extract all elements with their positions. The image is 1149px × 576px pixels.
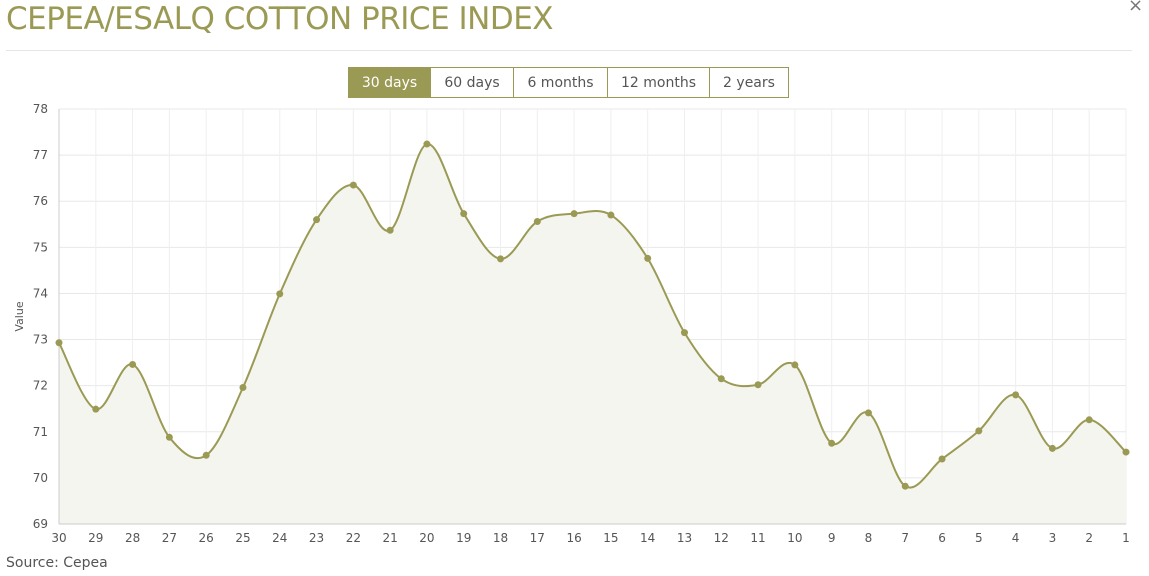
data-point xyxy=(129,360,137,368)
x-tick-label: 10 xyxy=(787,531,802,545)
tab-30-days[interactable]: 30 days xyxy=(349,68,430,97)
x-tick-label: 21 xyxy=(382,531,397,545)
data-point xyxy=(386,226,394,234)
data-point xyxy=(202,451,210,459)
tab-6-months[interactable]: 6 months xyxy=(513,68,607,97)
y-tick-label: 71 xyxy=(33,425,48,439)
x-tick-label: 2 xyxy=(1085,531,1093,545)
data-point xyxy=(644,254,652,262)
data-point xyxy=(607,211,615,219)
data-point xyxy=(570,210,578,218)
data-point xyxy=(864,409,872,417)
data-point xyxy=(754,381,762,389)
data-point xyxy=(828,439,836,447)
y-tick-label: 73 xyxy=(33,333,48,347)
y-tick-label: 69 xyxy=(33,517,48,531)
data-point xyxy=(165,433,173,441)
x-tick-label: 7 xyxy=(901,531,909,545)
x-tick-label: 22 xyxy=(346,531,361,545)
data-point xyxy=(938,455,946,463)
data-point xyxy=(313,216,321,224)
y-tick-label: 78 xyxy=(33,102,48,116)
title-divider xyxy=(6,50,1132,51)
x-tick-label: 8 xyxy=(865,531,873,545)
x-tick-label: 16 xyxy=(566,531,581,545)
x-tick-label: 3 xyxy=(1049,531,1057,545)
close-icon[interactable]: × xyxy=(1128,0,1144,16)
x-tick-label: 20 xyxy=(419,531,434,545)
data-point xyxy=(1085,416,1093,424)
data-point xyxy=(55,339,63,347)
x-tick-label: 25 xyxy=(235,531,250,545)
x-tick-label: 12 xyxy=(714,531,729,545)
y-tick-label: 75 xyxy=(33,240,48,254)
data-point xyxy=(92,405,100,413)
tab-12-months[interactable]: 12 months xyxy=(607,68,709,97)
y-tick-label: 77 xyxy=(33,148,48,162)
x-tick-label: 19 xyxy=(456,531,471,545)
y-tick-label: 76 xyxy=(33,194,48,208)
x-tick-label: 28 xyxy=(125,531,140,545)
data-point xyxy=(975,427,983,435)
x-tick-label: 13 xyxy=(677,531,692,545)
data-point xyxy=(239,384,247,392)
x-tick-label: 15 xyxy=(603,531,618,545)
x-tick-label: 29 xyxy=(88,531,103,545)
data-point xyxy=(791,361,799,369)
y-axis-title: Value xyxy=(13,301,26,331)
data-point xyxy=(1012,391,1020,399)
source-note: Source: Cepea xyxy=(6,555,108,571)
data-point xyxy=(680,329,688,337)
x-tick-label: 27 xyxy=(162,531,177,545)
tab-2-years[interactable]: 2 years xyxy=(709,68,788,97)
x-tick-label: 17 xyxy=(530,531,545,545)
x-tick-label: 1 xyxy=(1122,531,1130,545)
x-tick-label: 24 xyxy=(272,531,287,545)
y-tick-label: 70 xyxy=(33,471,48,485)
x-tick-label: 23 xyxy=(309,531,324,545)
data-point xyxy=(1122,448,1130,456)
data-point xyxy=(423,140,431,148)
data-point xyxy=(460,210,468,218)
x-tick-label: 6 xyxy=(938,531,946,545)
x-tick-label: 30 xyxy=(51,531,66,545)
x-tick-label: 18 xyxy=(493,531,508,545)
data-point xyxy=(901,482,909,490)
period-tabs: 30 days 60 days 6 months 12 months 2 yea… xyxy=(348,67,789,98)
series-area xyxy=(59,143,1126,524)
y-tick-label: 72 xyxy=(33,379,48,393)
x-tick-label: 4 xyxy=(1012,531,1020,545)
data-point xyxy=(276,290,284,298)
x-tick-label: 11 xyxy=(750,531,765,545)
tab-60-days[interactable]: 60 days xyxy=(430,68,513,97)
data-point xyxy=(349,181,357,189)
x-tick-label: 5 xyxy=(975,531,983,545)
page-title: CEPEA/ESALQ COTTON PRICE INDEX xyxy=(6,1,554,37)
x-tick-label: 14 xyxy=(640,531,655,545)
data-point xyxy=(1048,444,1056,452)
data-point xyxy=(717,375,725,383)
data-point xyxy=(533,218,541,226)
x-tick-label: 9 xyxy=(828,531,836,545)
x-tick-label: 26 xyxy=(199,531,214,545)
data-point xyxy=(497,255,505,263)
y-tick-label: 74 xyxy=(33,286,48,300)
